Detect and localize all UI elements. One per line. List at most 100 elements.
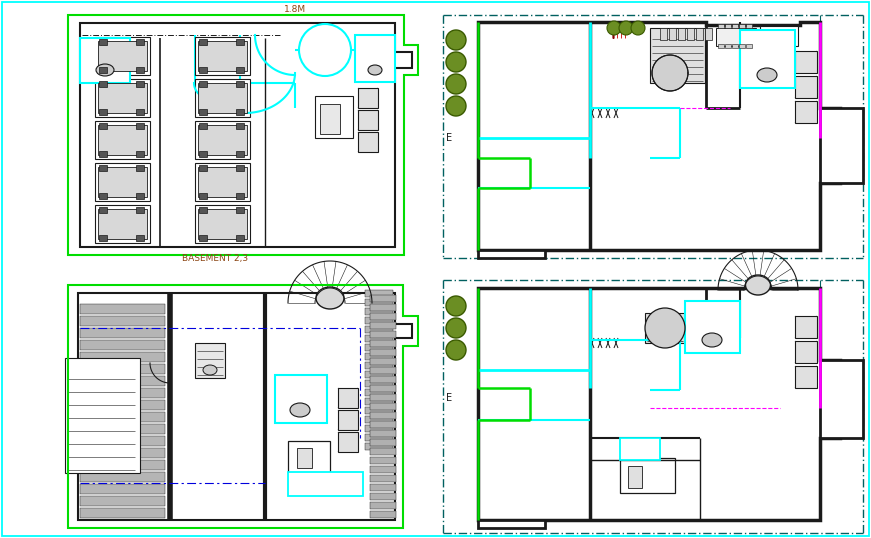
Circle shape	[446, 296, 466, 316]
Bar	[795, 341, 817, 363]
Bar	[740, 30, 795, 88]
Bar	[136, 165, 144, 171]
Bar	[365, 443, 393, 450]
Bar	[746, 24, 752, 28]
Bar	[195, 163, 250, 201]
Bar	[99, 67, 107, 73]
Bar	[99, 235, 107, 241]
Bar	[195, 205, 250, 243]
Bar	[199, 109, 207, 115]
Bar	[136, 207, 144, 213]
Bar	[99, 151, 107, 157]
Bar	[80, 388, 165, 398]
Polygon shape	[820, 360, 863, 438]
Bar	[198, 41, 247, 71]
Bar	[99, 81, 107, 87]
Bar	[365, 389, 393, 396]
Circle shape	[446, 340, 466, 360]
Bar	[764, 31, 794, 43]
Bar	[288, 472, 363, 496]
Bar	[370, 385, 396, 392]
Bar	[80, 448, 165, 458]
Bar	[236, 207, 244, 213]
Bar	[198, 83, 247, 113]
Bar	[136, 81, 144, 87]
Bar	[236, 109, 244, 115]
Bar	[95, 121, 150, 159]
Bar	[760, 26, 798, 46]
Bar	[95, 205, 150, 243]
Bar	[370, 502, 396, 509]
Bar	[198, 167, 247, 197]
Bar	[99, 207, 107, 213]
Bar	[80, 364, 165, 374]
Bar	[365, 335, 393, 342]
Bar	[696, 28, 703, 40]
Bar	[136, 39, 144, 45]
Bar	[370, 403, 396, 410]
Bar	[338, 410, 358, 430]
Bar	[236, 81, 244, 87]
Bar	[236, 39, 244, 45]
Bar	[739, 44, 745, 48]
Bar	[80, 352, 165, 362]
Bar	[136, 109, 144, 115]
Bar	[370, 295, 396, 302]
Circle shape	[645, 308, 685, 348]
Bar	[99, 39, 107, 45]
Bar	[650, 28, 705, 83]
Bar	[370, 457, 396, 464]
Bar	[370, 376, 396, 383]
Bar	[370, 340, 396, 347]
Ellipse shape	[96, 64, 114, 76]
Bar	[288, 441, 330, 473]
Bar	[795, 101, 817, 123]
Bar	[136, 235, 144, 241]
Bar	[198, 209, 247, 239]
Bar	[732, 44, 738, 48]
Bar	[338, 388, 358, 408]
Bar	[199, 193, 207, 199]
Bar	[236, 165, 244, 171]
Bar	[136, 151, 144, 157]
Bar	[80, 508, 165, 518]
Bar	[195, 121, 250, 159]
Polygon shape	[820, 108, 863, 183]
Polygon shape	[478, 520, 545, 528]
Bar	[236, 123, 244, 129]
Circle shape	[619, 21, 633, 35]
Bar	[795, 76, 817, 98]
Bar	[365, 362, 393, 369]
Bar	[80, 376, 165, 386]
Bar	[99, 165, 107, 171]
Circle shape	[446, 96, 466, 116]
Bar	[795, 366, 817, 388]
Bar	[80, 328, 165, 338]
Bar	[136, 123, 144, 129]
Bar	[370, 331, 396, 338]
Bar	[716, 28, 756, 46]
Bar	[725, 24, 731, 28]
Bar	[358, 88, 378, 108]
Bar	[365, 416, 393, 423]
Bar	[199, 67, 207, 73]
Bar	[315, 96, 353, 138]
Bar	[370, 421, 396, 428]
Bar	[297, 448, 312, 468]
Bar	[370, 358, 396, 365]
Bar	[98, 167, 147, 197]
Bar	[275, 375, 327, 423]
Text: 1.8M: 1.8M	[284, 5, 306, 15]
Bar	[370, 493, 396, 500]
Bar	[370, 466, 396, 473]
Bar	[320, 104, 340, 134]
Bar	[80, 460, 165, 470]
Ellipse shape	[203, 365, 217, 375]
Circle shape	[607, 21, 621, 35]
Ellipse shape	[368, 65, 382, 75]
Bar	[620, 458, 675, 493]
Circle shape	[446, 30, 466, 50]
Polygon shape	[80, 23, 412, 247]
Bar	[365, 425, 393, 432]
Bar	[99, 109, 107, 115]
